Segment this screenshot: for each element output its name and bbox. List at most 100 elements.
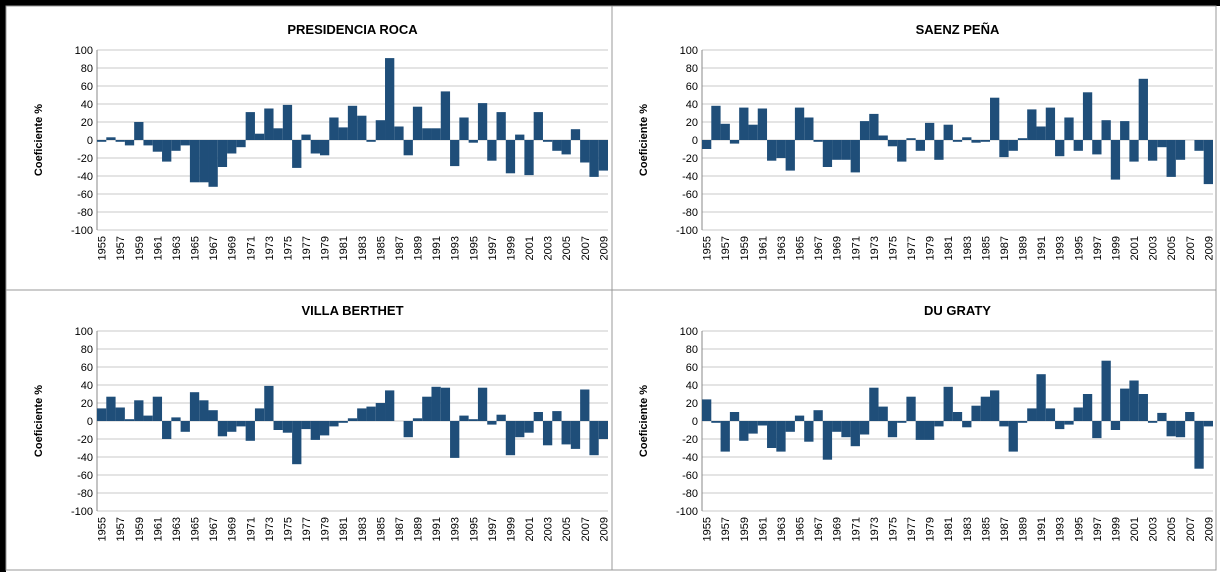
bar bbox=[915, 140, 925, 151]
bar bbox=[124, 419, 135, 421]
x-tick-label: 1989 bbox=[413, 236, 425, 260]
y-tick-label: -80 bbox=[77, 488, 93, 500]
y-tick-label: 100 bbox=[75, 326, 93, 338]
bar bbox=[589, 140, 599, 177]
bar bbox=[106, 137, 116, 140]
bar bbox=[152, 140, 163, 152]
bar bbox=[440, 91, 451, 140]
bar bbox=[143, 140, 153, 146]
bar bbox=[468, 419, 478, 421]
bar bbox=[1017, 421, 1028, 423]
bar bbox=[1082, 92, 1093, 140]
bar bbox=[1175, 140, 1186, 160]
bar bbox=[1045, 408, 1056, 421]
x-tick-label: 1989 bbox=[1018, 236, 1030, 260]
x-tick-label: 2007 bbox=[580, 236, 592, 260]
bar bbox=[134, 122, 144, 140]
x-tick-label: 1955 bbox=[97, 236, 109, 260]
bar bbox=[236, 421, 246, 427]
bar bbox=[1110, 140, 1121, 180]
x-tick-label: 2007 bbox=[1185, 236, 1197, 260]
bar bbox=[729, 140, 740, 144]
bar bbox=[524, 421, 534, 433]
bar bbox=[962, 137, 972, 140]
bar bbox=[542, 421, 553, 446]
bar bbox=[906, 396, 916, 421]
y-axis-label: Coeficiente % bbox=[33, 385, 45, 457]
bar bbox=[580, 140, 590, 163]
bar bbox=[375, 120, 386, 140]
bar bbox=[1138, 394, 1148, 421]
bar bbox=[1036, 374, 1046, 421]
bar bbox=[162, 421, 172, 439]
bar bbox=[245, 421, 255, 441]
x-tick-label: 1973 bbox=[869, 236, 881, 260]
x-tick-label: 1959 bbox=[134, 236, 146, 260]
x-tick-label: 1961 bbox=[757, 517, 769, 541]
bar bbox=[739, 421, 749, 441]
bar bbox=[906, 138, 916, 140]
bar bbox=[319, 140, 330, 156]
bar bbox=[505, 140, 516, 174]
bar bbox=[477, 387, 488, 421]
bar bbox=[1055, 421, 1065, 430]
bar bbox=[915, 421, 925, 440]
bar bbox=[878, 135, 888, 140]
y-tick-label: -20 bbox=[682, 153, 698, 165]
x-tick-label: 1969 bbox=[227, 517, 239, 541]
bar bbox=[598, 140, 608, 171]
x-tick-label: 1977 bbox=[301, 236, 313, 260]
bar bbox=[1073, 407, 1083, 421]
bar bbox=[869, 387, 879, 421]
x-tick-label: 1993 bbox=[1055, 517, 1067, 541]
bar bbox=[1073, 140, 1083, 151]
bar bbox=[943, 124, 953, 140]
bar bbox=[394, 126, 404, 140]
bar bbox=[897, 421, 907, 423]
bar bbox=[1101, 360, 1111, 421]
y-tick-label: 80 bbox=[81, 344, 93, 356]
bar bbox=[162, 140, 172, 162]
bar bbox=[1157, 412, 1167, 421]
bar bbox=[431, 128, 441, 140]
x-tick-label: 1979 bbox=[320, 517, 332, 541]
bar bbox=[850, 140, 860, 173]
top-border bbox=[0, 0, 1220, 6]
x-tick-label: 1961 bbox=[152, 236, 164, 260]
bar bbox=[934, 140, 944, 160]
x-tick-label: 1999 bbox=[1110, 236, 1122, 260]
bar bbox=[1194, 421, 1204, 469]
x-tick-label: 2001 bbox=[1129, 517, 1141, 541]
bar bbox=[1008, 421, 1018, 452]
x-tick-label: 2003 bbox=[543, 236, 555, 260]
bar bbox=[1064, 117, 1074, 140]
bar bbox=[375, 403, 386, 421]
x-tick-label: 1993 bbox=[1055, 236, 1067, 260]
bar bbox=[841, 421, 851, 438]
y-tick-label: -20 bbox=[682, 434, 698, 446]
bar bbox=[403, 421, 413, 438]
bar bbox=[347, 418, 358, 421]
bar bbox=[301, 421, 311, 430]
x-tick-label: 1979 bbox=[320, 236, 332, 260]
x-tick-label: 1987 bbox=[999, 517, 1011, 541]
y-tick-label: -60 bbox=[682, 189, 698, 201]
bar bbox=[767, 140, 777, 161]
x-tick-label: 1963 bbox=[171, 236, 183, 260]
x-tick-label: 1959 bbox=[134, 517, 146, 541]
bar bbox=[431, 386, 441, 421]
y-tick-label: -100 bbox=[676, 506, 698, 518]
bar bbox=[236, 140, 246, 148]
y-tick-label: 60 bbox=[81, 362, 93, 374]
bar bbox=[561, 421, 571, 445]
bar bbox=[813, 140, 823, 142]
x-tick-label: 2007 bbox=[1185, 517, 1197, 541]
x-tick-label: 1975 bbox=[887, 236, 899, 260]
bar bbox=[143, 415, 153, 421]
bar bbox=[254, 133, 265, 140]
y-tick-label: 60 bbox=[686, 362, 698, 374]
y-tick-label: 40 bbox=[686, 380, 698, 392]
x-tick-label: 1963 bbox=[776, 236, 788, 260]
bar bbox=[282, 421, 293, 433]
